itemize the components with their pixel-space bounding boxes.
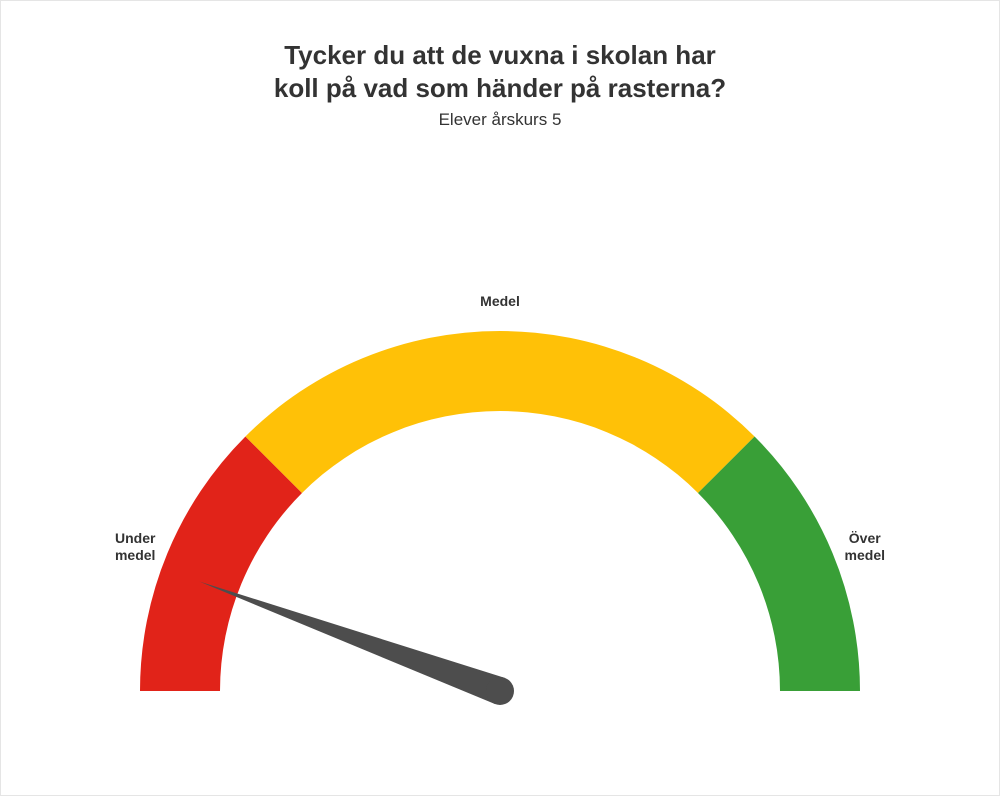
gauge-label-medel: Medel — [460, 293, 540, 310]
chart-frame: Tycker du att de vuxna i skolan har koll… — [0, 0, 1000, 796]
gauge-needle — [199, 582, 504, 705]
title-block: Tycker du att de vuxna i skolan har koll… — [1, 39, 999, 130]
gauge-segment — [245, 331, 754, 493]
gauge-segment — [698, 436, 860, 691]
chart-subtitle: Elever årskurs 5 — [1, 110, 999, 130]
gauge-svg — [50, 171, 950, 731]
gauge-chart: Under medel Medel Över medel — [50, 171, 950, 731]
chart-title: Tycker du att de vuxna i skolan har koll… — [1, 39, 999, 104]
gauge-hub — [486, 677, 514, 705]
gauge-label-under-medel: Under medel — [95, 530, 175, 564]
gauge-label-over-medel: Över medel — [825, 530, 905, 564]
gauge-segment — [140, 436, 302, 691]
